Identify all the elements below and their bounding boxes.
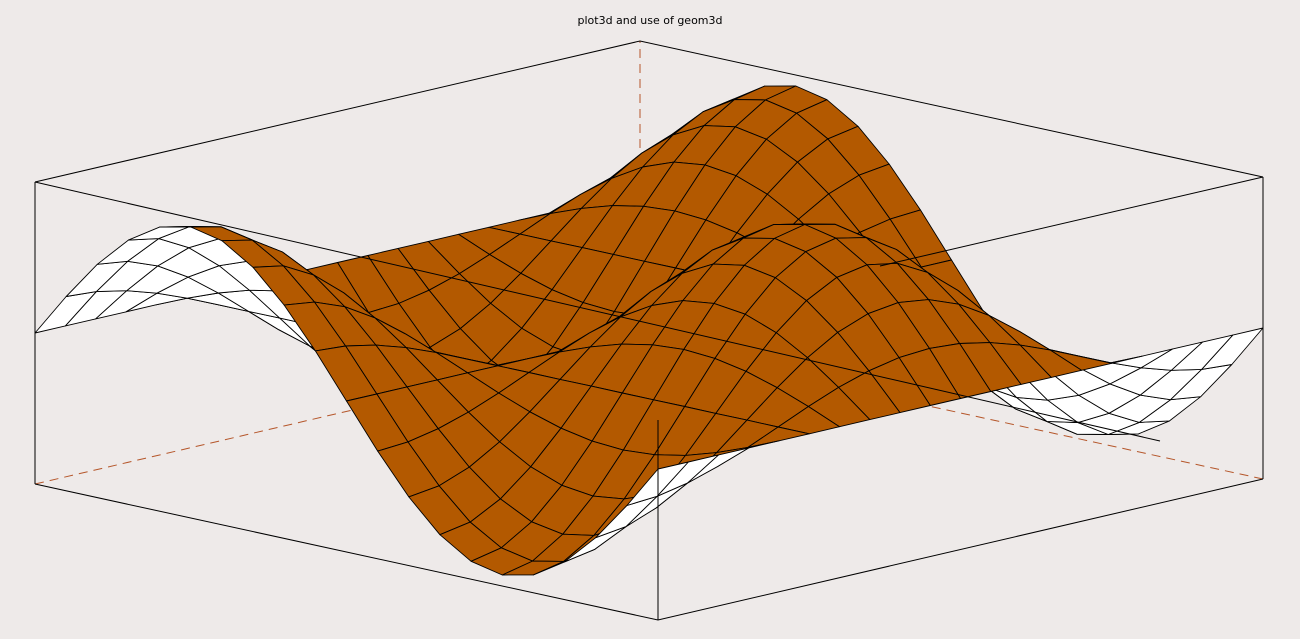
surface [34, 85, 1264, 576]
box-edge [34, 181, 1161, 442]
box-edge [879, 176, 1264, 267]
chart-title: plot3d and use of geom3d [578, 14, 723, 27]
box-edges [34, 40, 1264, 621]
box-edge [34, 40, 1264, 183]
